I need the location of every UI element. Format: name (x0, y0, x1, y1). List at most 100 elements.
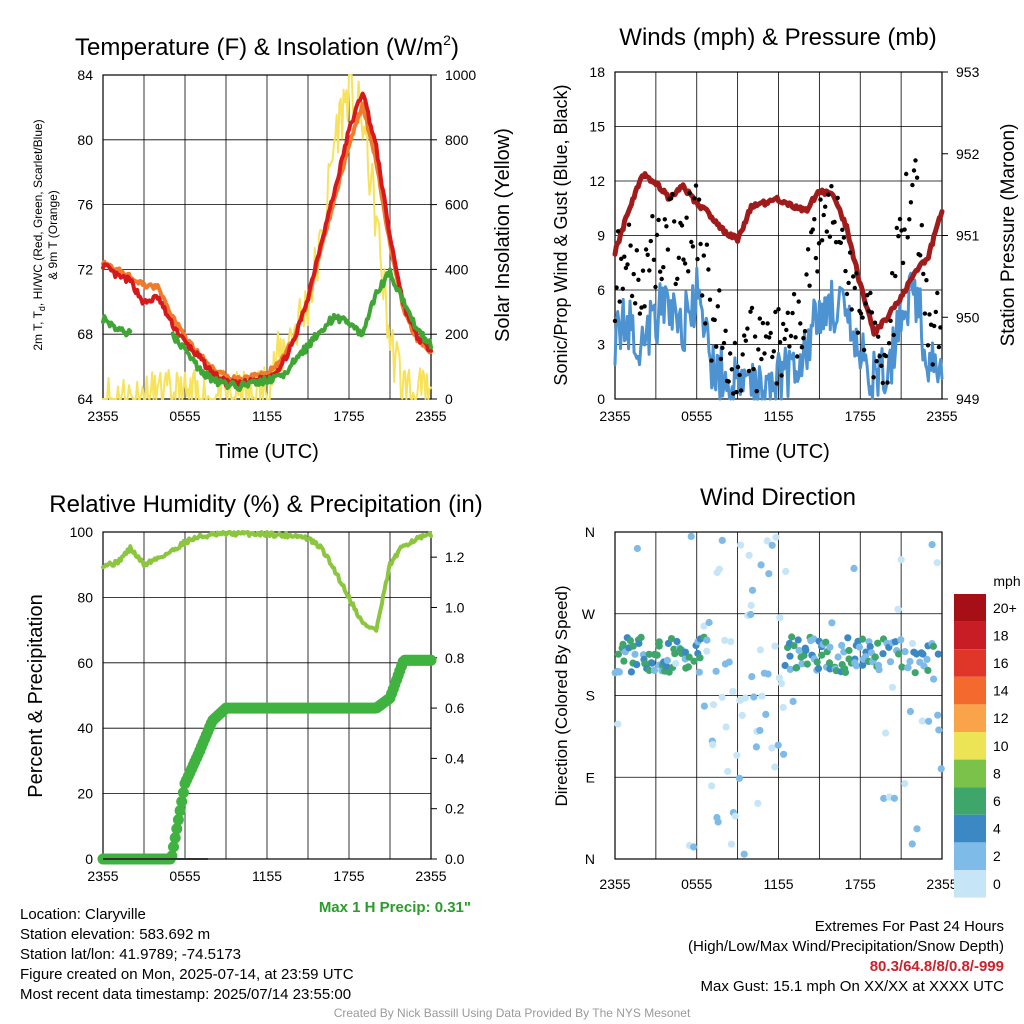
gust-point (693, 183, 699, 188)
gust-point (734, 389, 739, 395)
rh-ytick-right-label: 0.2 (445, 801, 465, 817)
wdir-point (906, 707, 915, 716)
gust-point (738, 388, 744, 393)
gust-point (818, 197, 823, 202)
wdir-point (897, 556, 905, 564)
temp-ytick-right-label: 0 (445, 391, 453, 407)
gust-point (910, 182, 915, 188)
wdir-point (750, 693, 758, 701)
gust-point (880, 380, 885, 386)
temp-ytick-right-label: 600 (445, 197, 469, 213)
gust-point (768, 330, 773, 336)
gust-point (932, 323, 937, 329)
gust-point (804, 272, 809, 277)
rh-ytick-right-label: 0.4 (445, 750, 465, 766)
wdir-point (786, 652, 794, 660)
wdir-point (844, 634, 852, 642)
gust-point (654, 232, 660, 238)
gust-point (637, 311, 643, 316)
wdir-point (635, 639, 643, 648)
rh-panel: 2355 0555 1155 1755 23550204060801000.00.20.… (70, 524, 465, 884)
gust-point (675, 276, 680, 281)
wdir-point (762, 710, 770, 719)
wdir-point (826, 643, 834, 651)
wdir-point (786, 665, 794, 674)
gust-point (752, 334, 758, 339)
dewpoint-line (101, 267, 433, 392)
wdir-point (745, 551, 753, 559)
wdir-point (781, 661, 789, 670)
gust-point (785, 310, 790, 315)
gust-point (802, 329, 808, 334)
precip-point (172, 814, 184, 826)
temp-xtick-label: 1755 (333, 408, 364, 424)
gust-point (914, 175, 920, 180)
rh-title: Relative Humidity (%) & Precipitation (i… (49, 491, 482, 518)
gust-point (751, 366, 756, 372)
wdir-point (756, 646, 765, 654)
gust-point (656, 217, 661, 223)
wdir-point (703, 636, 711, 644)
wdir-point (780, 750, 788, 758)
gust-point (927, 312, 932, 317)
gust-point (749, 305, 755, 311)
wdir-point (855, 643, 864, 651)
gust-point (746, 368, 752, 374)
winds-panel: 2355 0555 1155 1755 235503691215189499509519… (589, 64, 979, 424)
gust-point (720, 345, 725, 351)
wdir-point (776, 614, 784, 622)
wdir-point (752, 743, 761, 751)
wdir-point (768, 541, 776, 549)
gust-point (718, 356, 724, 362)
rh-ytick-label: 80 (77, 589, 93, 605)
wdir-point (614, 720, 622, 728)
wdir-point (764, 670, 772, 678)
wdir-point (663, 656, 672, 665)
temp-xlabel: Time (UTC) (215, 441, 319, 463)
legend-label: 0 (993, 876, 1001, 892)
wdir-point (681, 648, 690, 656)
winds-xtick-label: 0555 (681, 408, 712, 424)
gust-point (851, 274, 856, 279)
gust-point (664, 224, 669, 229)
wdir-point (901, 648, 909, 656)
wdir-point (771, 642, 779, 650)
legend-label: 16 (993, 655, 1009, 671)
wdir-point (852, 662, 861, 670)
wind-speed-line (613, 266, 944, 401)
temp-ytick-label: 76 (77, 197, 93, 213)
gust-point (612, 318, 618, 324)
legend-label: 6 (993, 793, 1001, 809)
wdir-point (690, 657, 698, 665)
temp-xtick-label: 0555 (169, 408, 200, 424)
gust-point (921, 271, 926, 277)
wdir-point (928, 541, 936, 549)
gust-point (695, 256, 700, 262)
gust-point (651, 257, 657, 262)
wdir-point (615, 668, 624, 676)
gust-point (847, 250, 853, 255)
legend-swatch (954, 676, 986, 705)
wdir-point (667, 635, 676, 643)
winds-ytick-right-label: 950 (956, 309, 980, 325)
gust-point (896, 234, 901, 239)
winds-ytick-label: 3 (597, 337, 605, 353)
wdir-point (919, 650, 927, 658)
gust-point (832, 219, 837, 225)
wdir-point (695, 668, 703, 676)
gust-point (715, 304, 720, 309)
wdir-point (882, 729, 890, 737)
wdir-point (727, 638, 735, 646)
gust-point (696, 197, 702, 202)
gust-point (726, 379, 731, 384)
gust-point (784, 327, 789, 333)
gust-point (925, 343, 931, 348)
insolation-line (102, 74, 432, 400)
gust-point (774, 381, 780, 386)
gust-point (805, 247, 811, 252)
gust-point (854, 271, 859, 276)
wdir-point (834, 653, 842, 661)
wdir-point (777, 679, 786, 688)
gust-point (629, 293, 635, 299)
gust-point (788, 333, 794, 339)
